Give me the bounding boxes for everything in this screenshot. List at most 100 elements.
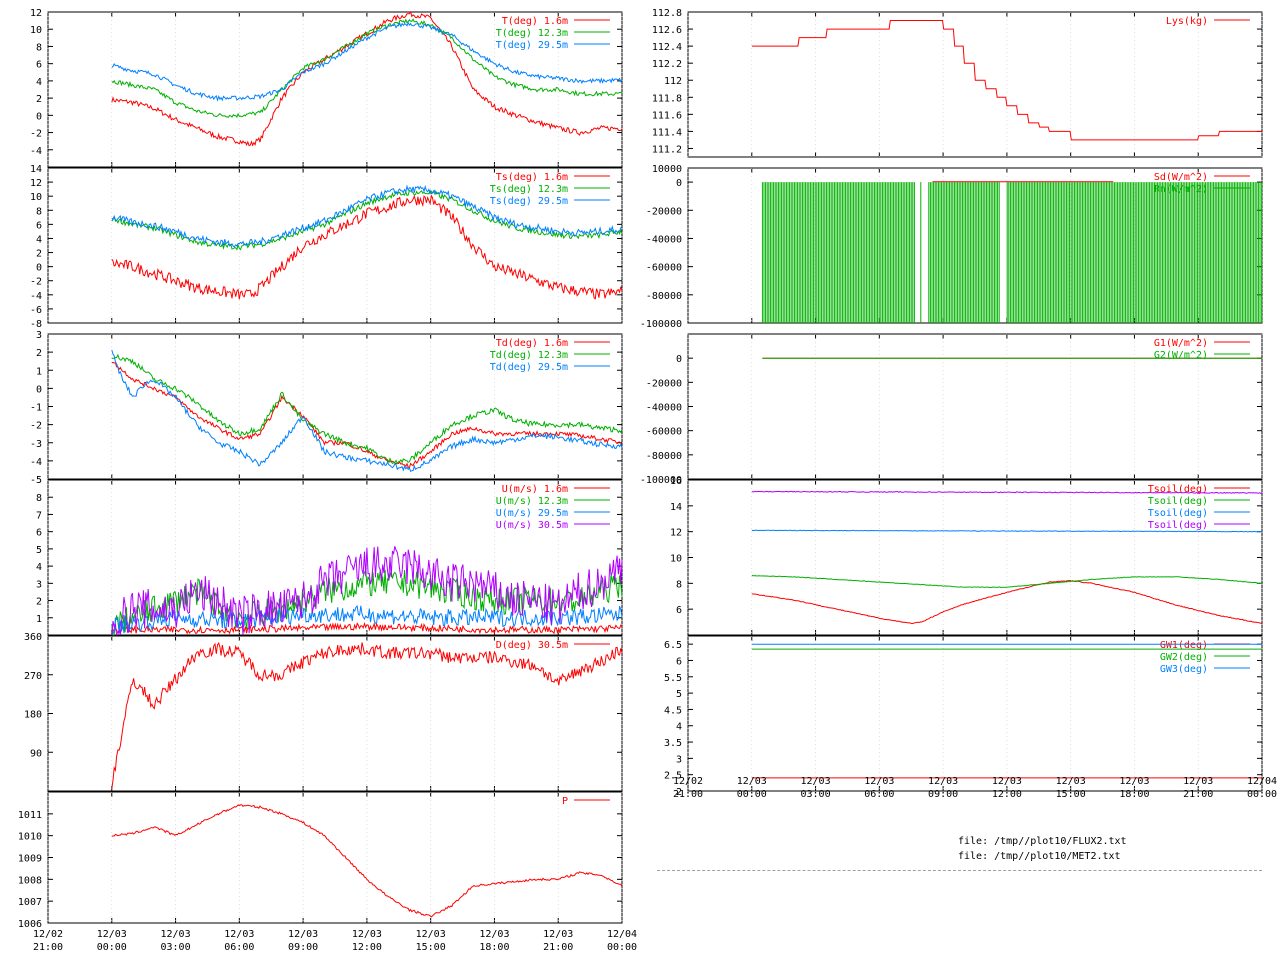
series-line-1 (751, 574, 1262, 589)
x-tick-label-time: 06:00 (864, 789, 894, 800)
x-tick-label-date: 12/03 (161, 929, 191, 940)
y-tick-label: 8 (676, 579, 682, 590)
y-tick-label: 6 (36, 528, 42, 539)
x-tick-label-date: 12/03 (288, 929, 318, 940)
y-tick-label: 6 (36, 60, 42, 71)
x-tick-label-date: 12/02 (673, 776, 703, 787)
x-tick-label-date: 12/03 (928, 776, 958, 787)
x-tick-label-time: 21:00 (673, 789, 703, 800)
y-tick-label: 4 (36, 234, 42, 245)
legend-label: T(deg) 1.6m (502, 16, 568, 27)
y-tick-label: -4 (30, 457, 42, 468)
y-tick-label: 10000 (652, 164, 682, 175)
x-tick-label-date: 12/03 (543, 929, 573, 940)
y-tick-label: -1 (30, 403, 42, 414)
plot-frame (47, 167, 623, 324)
x-tick-label-date: 12/03 (352, 929, 382, 940)
legend-label: Tsoil(deg) (1148, 496, 1208, 507)
x-tick-label-date: 12/03 (416, 929, 446, 940)
series-line-1 (111, 18, 623, 119)
legend-label: Ts(deg) 12.3m (490, 184, 568, 195)
legend-label: Ts(deg) 29.5m (490, 196, 568, 207)
series-line-2 (111, 21, 623, 102)
y-tick-label: -20000 (646, 378, 682, 389)
plot-frame (47, 635, 623, 792)
legend-label: Td(deg) 12.3m (490, 350, 568, 361)
y-tick-label: 10 (30, 25, 42, 36)
y-tick-label: -4 (30, 291, 42, 302)
series-line-1 (111, 189, 623, 251)
x-tick-label-time: 21:00 (543, 942, 573, 953)
file-name-flux: file: /tmp//plot10/FLUX2.txt (958, 836, 1127, 847)
series-line-2 (111, 184, 623, 248)
x-tick-label-time: 15:00 (1056, 789, 1086, 800)
x-tick-label-time: 03:00 (161, 942, 191, 953)
y-tick-label: -2 (30, 421, 42, 432)
y-tick-label: 90 (30, 748, 42, 759)
y-tick-label: -40000 (646, 234, 682, 245)
y-tick-label: 112.6 (652, 25, 682, 36)
y-tick-label: 1 (36, 366, 42, 377)
y-tick-label: 1 (36, 614, 42, 625)
y-tick-label: 10 (670, 554, 682, 565)
legend-label: T(deg) 12.3m (496, 28, 568, 39)
y-tick-label: 0 (676, 354, 682, 365)
y-tick-label: 3 (36, 330, 42, 341)
y-tick-label: 6 (36, 220, 42, 231)
x-tick-label-date: 12/03 (737, 776, 767, 787)
series-line-0 (751, 579, 1263, 625)
x-tick-label-date: 12/04 (1247, 776, 1277, 787)
series-line-2 (751, 529, 1262, 533)
y-tick-label: -2 (30, 129, 42, 140)
legend-label: Lys(kg) (1166, 16, 1208, 27)
y-tick-label: 4.5 (664, 705, 682, 716)
y-tick-label: -8 (30, 319, 42, 330)
y-tick-label: 5.5 (664, 673, 682, 684)
x-tick-label-time: 09:00 (928, 789, 958, 800)
legend-label: D(deg) 30.5m (496, 640, 568, 651)
legend-label: Td(deg) 29.5m (490, 362, 568, 373)
y-tick-label: -100000 (640, 319, 682, 330)
legend-label: GW1(deg) (1160, 640, 1208, 651)
x-tick-label-time: 18:00 (479, 942, 509, 953)
y-tick-label: 6.5 (664, 640, 682, 651)
y-tick-label: 112.4 (652, 42, 682, 53)
y-tick-label: 0 (36, 111, 42, 122)
series-line-0 (111, 361, 623, 469)
x-tick-label-time: 09:00 (288, 942, 318, 953)
chart-panel-3: 1 2 3 4 5 6 7 8 U(m/s) 1.6mU(m/s) 12.3mU(m/s) 29… (36, 479, 623, 636)
x-tick-label-time: 00:00 (737, 789, 767, 800)
y-tick-label: 2 (36, 348, 42, 359)
y-tick-label: 12 (670, 528, 682, 539)
y-tick-label: 8 (36, 493, 42, 504)
y-tick-label: -4 (30, 146, 42, 157)
series-line-0 (111, 194, 623, 300)
y-tick-label: 180 (24, 710, 42, 721)
y-tick-label: 5 (676, 689, 682, 700)
chart-panel-7: -100000 -80000 -60000 -40000 -20000 0 10000 Sd(… (640, 164, 1263, 330)
legend-label: G1(W/m^2) (1154, 338, 1208, 349)
y-tick-label: 1006 (18, 919, 42, 930)
series-line-0 (111, 804, 623, 918)
x-tick-label-time: 21:00 (33, 942, 63, 953)
chart-panel-10: 2 2.5 3 3.5 4 4.5 5 5.5 6 6.5 GW1(deg)GW2(deg)GW3(… (664, 635, 1263, 798)
chart-panel-4: 90 180 270 360 D(deg) 30.5m (24, 632, 623, 792)
file-list: file: /tmp//plot10/FLUX2.txt file: /tmp/… (958, 834, 1127, 864)
y-tick-label: -5 (30, 475, 42, 486)
legend-label: GW2(deg) (1160, 652, 1208, 663)
series-line-3 (111, 546, 623, 636)
y-tick-label: 1011 (18, 810, 42, 821)
legend-label: Tsoil(deg) (1148, 484, 1208, 495)
y-tick-label: 111.2 (652, 144, 682, 155)
chart-panel-9: 6810121416Tsoil(deg)Tsoil(deg)Tsoil(deg)… (670, 476, 1263, 636)
y-tick-label: 3 (676, 754, 682, 765)
y-tick-label: 111.8 (652, 93, 682, 104)
legend-label: U(m/s) 12.3m (496, 496, 568, 507)
legend-label: P (562, 796, 568, 807)
y-tick-label: 0 (36, 384, 42, 395)
y-tick-label: 6 (676, 605, 682, 616)
y-tick-label: 0 (36, 263, 42, 274)
y-tick-label: 2 (676, 787, 682, 798)
x-tick-label-date: 12/03 (801, 776, 831, 787)
